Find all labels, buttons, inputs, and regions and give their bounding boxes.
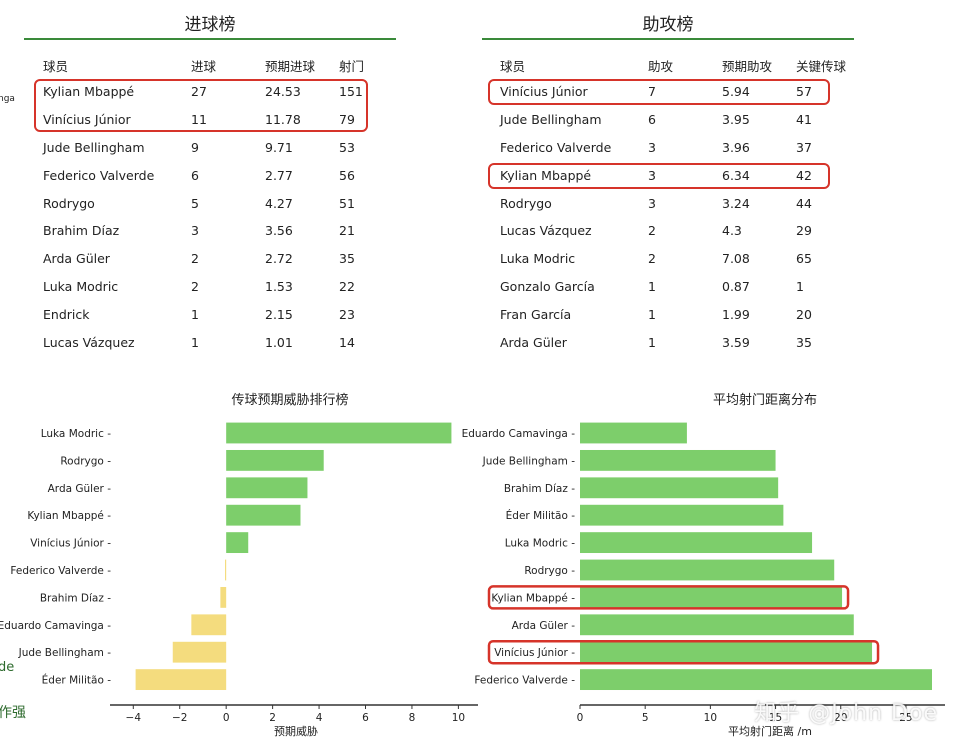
category-label: Vinícius Júnior - — [30, 538, 111, 550]
shot-distance-chart: 平均射门距离分布 Eduardo Camavinga - Jude Bellingh… — [462, 392, 945, 738]
category-label: Eduardo Camavinga - — [462, 428, 576, 440]
category-label: Federico Valverde - — [10, 565, 111, 577]
x-tick-label: 5 — [642, 712, 649, 724]
bar — [191, 614, 226, 635]
bar — [580, 450, 776, 471]
bar — [580, 477, 778, 498]
category-label: Federico Valverde - — [474, 675, 575, 687]
bar — [580, 669, 932, 690]
bar — [226, 450, 324, 471]
category-label: Luka Modric - — [41, 428, 111, 440]
category-label: Arda Güler - — [48, 483, 112, 495]
category-label: Rodrygo - — [60, 455, 111, 467]
category-label: Éder Militão - — [506, 509, 576, 522]
x-tick-label: 4 — [316, 712, 323, 724]
bar — [225, 560, 226, 581]
x-tick-label: −2 — [172, 712, 187, 724]
bar — [580, 505, 783, 526]
category-label: Brahim Díaz - — [40, 592, 111, 604]
category-label: Arda Güler - — [512, 620, 576, 632]
bar — [580, 642, 872, 663]
x-tick-label: −4 — [126, 712, 142, 724]
category-label: Jude Bellingham - — [18, 647, 112, 659]
category-label: Eduardo Camavinga - — [0, 620, 111, 632]
category-label: Kylian Mbappé - — [27, 510, 111, 522]
x-tick-label: 8 — [409, 712, 416, 724]
category-label: Jude Bellingham - — [482, 455, 576, 467]
category-label: Éder Militão - — [42, 674, 112, 687]
watermark: 知乎 @John Doe — [754, 695, 938, 727]
category-label: Brahim Díaz - — [504, 483, 575, 495]
bar — [580, 614, 854, 635]
bar — [226, 423, 451, 444]
x-tick-label: 0 — [223, 712, 230, 724]
chart-title: 传球预期威胁排行榜 — [231, 392, 348, 408]
x-tick-label: 2 — [269, 712, 276, 724]
bar — [226, 477, 307, 498]
bar — [580, 587, 842, 608]
category-label: Kylian Mbappé - — [491, 592, 575, 604]
x-axis-label: 预期威胁 — [274, 724, 318, 738]
xt-chart: 传球预期威胁排行榜 Luka Modric - Rodrygo - Arda Güle… — [0, 392, 478, 738]
bar — [580, 423, 687, 444]
bar — [226, 532, 248, 553]
category-label: Vinícius Júnior - — [494, 647, 575, 659]
bar — [136, 669, 227, 690]
bar — [173, 642, 226, 663]
category-label: Rodrygo - — [524, 565, 575, 577]
bar — [226, 505, 300, 526]
bar — [580, 560, 834, 581]
bar — [220, 587, 226, 608]
x-tick-label: 0 — [577, 712, 584, 724]
x-tick-label: 10 — [704, 712, 717, 724]
bar — [580, 532, 812, 553]
x-tick-label: 10 — [452, 712, 465, 724]
chart-title: 平均射门距离分布 — [713, 392, 817, 408]
x-tick-label: 6 — [362, 712, 369, 724]
category-label: Luka Modric - — [505, 538, 575, 550]
